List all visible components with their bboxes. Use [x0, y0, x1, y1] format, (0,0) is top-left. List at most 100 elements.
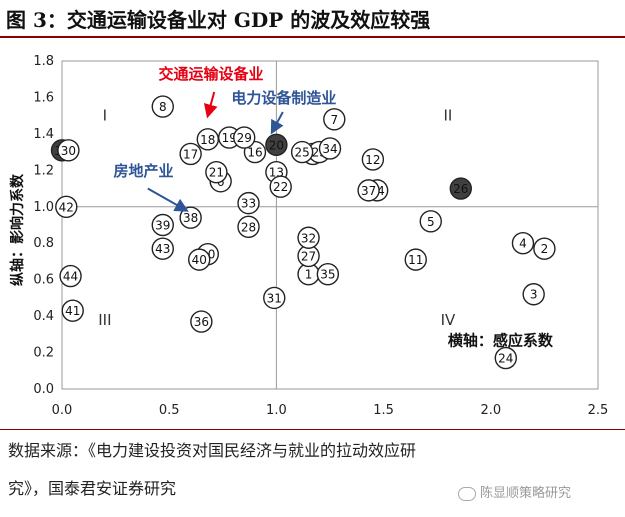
- point-label: 39: [155, 219, 170, 233]
- point-label: 18: [200, 133, 215, 147]
- data-point: [57, 139, 80, 162]
- x-tick-label: 1.5: [373, 403, 394, 418]
- point-label: 44: [63, 270, 78, 284]
- data-point: [533, 237, 556, 260]
- point-label: 42: [59, 200, 74, 214]
- source-line-2: 究》，国泰君安证券研究: [8, 479, 177, 498]
- data-point: [179, 206, 202, 229]
- source-rule: [0, 429, 625, 430]
- quadrant-label: III: [98, 311, 111, 329]
- point-label: 22: [273, 180, 288, 194]
- point-label: 5: [427, 215, 435, 229]
- data-point: [59, 264, 82, 288]
- point-label: 26: [453, 182, 468, 196]
- point-label: 41: [65, 304, 80, 318]
- point-label: 19: [222, 131, 237, 145]
- point-label: 7: [330, 113, 338, 127]
- wechat-icon: [458, 486, 476, 501]
- x-tick-label: 2.0: [480, 403, 501, 418]
- data-point: [205, 160, 228, 184]
- point-label: 12: [365, 153, 380, 167]
- y-tick-label: 0.2: [33, 346, 54, 361]
- data-point: [151, 213, 174, 237]
- y-tick-label: 1.4: [33, 127, 54, 142]
- y-tick-label: 0.0: [33, 382, 54, 397]
- point-label: 36: [194, 315, 209, 329]
- point-label: 43: [155, 242, 170, 256]
- data-point: [494, 346, 518, 370]
- data-point: [188, 248, 211, 271]
- y-tick-label: 0.6: [33, 273, 54, 288]
- annotation-label: 交通运输设备业: [158, 65, 263, 83]
- point-label: 11: [408, 253, 423, 267]
- point-label: 8: [159, 100, 167, 114]
- data-point: [419, 210, 442, 233]
- x-tick-label: 1.0: [266, 403, 287, 418]
- source-line-1: 数据来源：《电力建设投资对国民经济与就业的拉动效应研: [8, 441, 417, 460]
- data-point: [316, 263, 340, 286]
- x-tick-label: 0.5: [159, 403, 180, 418]
- data-point: [522, 283, 545, 306]
- data-point: [290, 140, 314, 164]
- point-label: 37: [361, 184, 376, 198]
- plot-frame: [61, 60, 599, 390]
- x-tick-label: 2.5: [588, 403, 609, 418]
- point-label: 2: [541, 242, 549, 256]
- data-point: [233, 126, 256, 149]
- point-label: 25: [294, 146, 309, 160]
- data-point: [404, 248, 427, 271]
- point-label: 29: [237, 131, 252, 145]
- point-label: 32: [301, 231, 316, 245]
- y-tick-label: 0.8: [33, 236, 54, 251]
- annotation-arrow: [270, 111, 284, 135]
- point-label: 17: [183, 147, 198, 161]
- point-label: 20: [269, 138, 284, 152]
- y-tick-label: 1.6: [33, 90, 54, 105]
- data-point: [190, 310, 213, 333]
- data-point: [55, 195, 78, 218]
- point-label: 38: [183, 211, 198, 225]
- point-label: 21: [209, 166, 224, 180]
- point-label: 40: [192, 253, 207, 267]
- y-axis-label: 纵轴：影响力系数: [9, 173, 26, 286]
- quadrant-label: II: [443, 107, 452, 125]
- point-label: 30: [61, 144, 76, 158]
- x-tick-label: 0.0: [52, 403, 73, 418]
- point-label: 33: [241, 197, 256, 211]
- figure-title: 图 3：交通运输设备业对 GDP 的波及效应较强: [6, 8, 431, 32]
- y-tick-label: 0.4: [33, 309, 54, 324]
- quadrant-label: IV: [441, 311, 456, 329]
- y-tick-label: 1.2: [33, 163, 54, 178]
- point-label: 31: [267, 291, 282, 305]
- point-label: 27: [301, 249, 316, 263]
- point-label: 34: [322, 142, 337, 156]
- watermark: 陈显顺策略研究: [458, 482, 571, 501]
- point-label: 35: [320, 268, 335, 282]
- data-point: [357, 179, 380, 202]
- data-point: [263, 286, 286, 310]
- point-label: 28: [241, 220, 256, 234]
- y-tick-label: 1.8: [33, 54, 54, 69]
- data-point: [269, 175, 292, 198]
- x-axis-label: 横轴：感应系数: [448, 331, 554, 349]
- point-label: 3: [530, 288, 538, 302]
- quadrant-label: I: [103, 107, 107, 125]
- data-point: [151, 95, 174, 118]
- data-point: [297, 226, 320, 249]
- point-label: 4: [519, 237, 527, 251]
- data-point: [323, 108, 346, 131]
- data-point: [318, 137, 342, 160]
- scatter-chart: 0.0 0.5 1.0 1.5 2.0 2.5 0.0 0.2 0.4 0.6 0.8 1.0 1.2 1…: [9, 54, 609, 418]
- data-point: [449, 177, 472, 200]
- data-point: [237, 215, 260, 239]
- data-point: [179, 142, 202, 166]
- data-point: [511, 232, 535, 255]
- data-point: [361, 148, 385, 171]
- y-tick-label: 1.0: [33, 200, 54, 215]
- annotation-arrow: [147, 187, 189, 212]
- watermark-text: 陈显顺策略研究: [480, 486, 572, 501]
- annotation-label: 电力设备制造业: [231, 89, 336, 107]
- data-point: [237, 191, 260, 215]
- point-label: 1: [305, 268, 313, 282]
- point-label: 16: [247, 146, 262, 160]
